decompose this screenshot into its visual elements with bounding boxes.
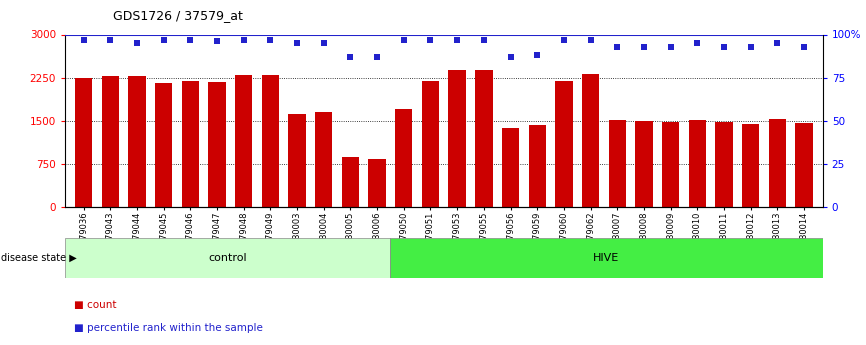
Text: HIVE: HIVE	[593, 253, 619, 263]
Bar	[75, 78, 93, 207]
Point	[690, 40, 704, 46]
Bar	[636, 121, 653, 207]
Point	[771, 40, 785, 46]
Text: disease state ▶: disease state ▶	[1, 253, 76, 263]
Bar	[390, 238, 823, 278]
Bar	[342, 157, 359, 207]
Point	[504, 54, 518, 60]
Point	[210, 39, 224, 44]
Bar	[688, 120, 706, 207]
Bar	[715, 122, 733, 207]
Bar	[128, 77, 145, 207]
Bar	[262, 75, 279, 207]
Bar	[662, 122, 679, 207]
Bar	[209, 82, 226, 207]
Bar	[449, 70, 466, 207]
Point	[236, 37, 250, 42]
Bar	[528, 125, 546, 207]
Point	[717, 44, 731, 49]
Bar	[235, 75, 252, 207]
Point	[637, 44, 651, 49]
Point	[263, 37, 277, 42]
Bar	[742, 124, 759, 207]
Bar	[582, 74, 599, 207]
Bar	[769, 119, 786, 207]
Point	[397, 37, 410, 42]
Bar	[65, 238, 390, 278]
Point	[611, 44, 624, 49]
Point	[130, 40, 144, 46]
Bar	[315, 112, 333, 207]
Bar	[101, 76, 119, 207]
Point	[530, 52, 544, 58]
Text: ■ percentile rank within the sample: ■ percentile rank within the sample	[74, 323, 262, 333]
Point	[317, 40, 331, 46]
Bar	[422, 80, 439, 207]
Point	[450, 37, 464, 42]
Point	[663, 44, 677, 49]
Point	[557, 37, 571, 42]
Point	[103, 37, 117, 42]
Bar	[609, 120, 626, 207]
Point	[797, 44, 811, 49]
Text: ■ count: ■ count	[74, 300, 116, 310]
Point	[744, 44, 758, 49]
Bar	[182, 81, 199, 207]
Text: control: control	[208, 253, 247, 263]
Point	[290, 40, 304, 46]
Point	[157, 37, 171, 42]
Point	[77, 37, 91, 42]
Point	[370, 54, 384, 60]
Bar	[368, 159, 385, 207]
Bar	[795, 123, 812, 207]
Point	[184, 37, 197, 42]
Point	[344, 54, 358, 60]
Bar	[555, 80, 572, 207]
Point	[584, 37, 598, 42]
Bar	[502, 128, 520, 207]
Point	[477, 37, 491, 42]
Text: GDS1726 / 37579_at: GDS1726 / 37579_at	[113, 9, 242, 22]
Bar	[288, 114, 306, 207]
Bar	[475, 70, 493, 207]
Bar	[155, 83, 172, 207]
Point	[423, 37, 437, 42]
Bar	[395, 109, 412, 207]
